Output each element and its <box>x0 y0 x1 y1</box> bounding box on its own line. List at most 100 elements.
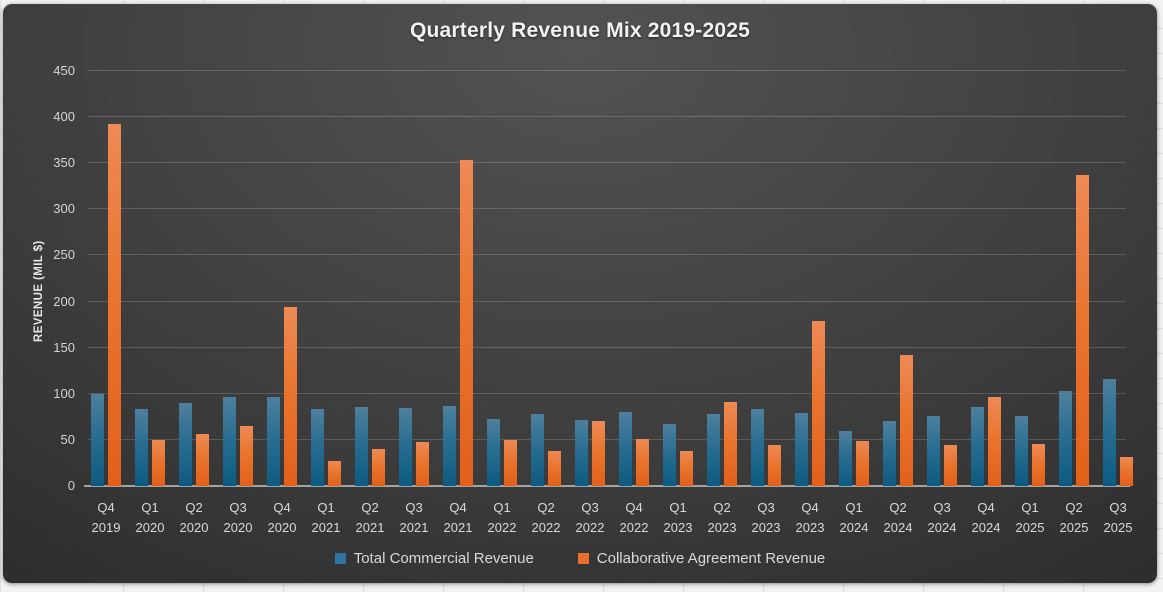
gridline <box>88 300 1126 302</box>
gridline <box>88 392 1126 394</box>
y-tick-label: 250 <box>53 247 75 263</box>
bar-total-commercial[interactable] <box>443 405 456 486</box>
category-group <box>964 71 1008 486</box>
bar-collaborative[interactable] <box>1032 443 1045 486</box>
x-tick-label: Q3 2025 <box>1103 500 1133 535</box>
bar-collaborative[interactable] <box>284 307 297 486</box>
y-tick-label: 50 <box>60 431 75 447</box>
gridline <box>88 438 1126 440</box>
bar-total-commercial[interactable] <box>267 396 280 486</box>
category-group <box>876 71 920 486</box>
bar-collaborative[interactable] <box>460 160 473 486</box>
category-group <box>260 71 304 486</box>
gridline <box>88 116 1126 118</box>
chart-canvas[interactable]: Quarterly Revenue Mix 2019-2025 REVENUE … <box>3 4 1157 583</box>
x-tick-label: Q1 2024 <box>839 500 869 535</box>
bar-collaborative[interactable] <box>988 396 1001 486</box>
category-group <box>1008 71 1052 486</box>
bar-collaborative[interactable] <box>372 449 385 486</box>
bar-collaborative[interactable] <box>944 445 957 486</box>
y-tick-label: 200 <box>53 293 75 309</box>
category-group <box>1052 71 1096 486</box>
x-tick-label: Q1 2022 <box>487 500 517 535</box>
bar-total-commercial[interactable] <box>1015 415 1028 486</box>
bar-total-commercial[interactable] <box>1059 391 1072 486</box>
bar-total-commercial[interactable] <box>619 412 632 486</box>
bar-total-commercial[interactable] <box>1103 379 1116 486</box>
bar-collaborative[interactable] <box>900 355 913 486</box>
bar-collaborative[interactable] <box>108 123 121 486</box>
x-tick-label: Q4 2022 <box>619 500 649 535</box>
bar-total-commercial[interactable] <box>883 420 896 486</box>
category-group <box>920 71 964 486</box>
x-tick-label: Q1 2025 <box>1015 500 1045 535</box>
bar-collaborative[interactable] <box>152 439 165 486</box>
bar-total-commercial[interactable] <box>707 414 720 486</box>
category-group <box>1096 71 1140 486</box>
x-tick-label: Q3 2022 <box>575 500 605 535</box>
x-tick-label: Q2 2021 <box>355 500 385 535</box>
y-tick-label: 350 <box>53 155 75 171</box>
legend-item-collaborative[interactable]: Collaborative Agreement Revenue <box>577 550 825 567</box>
bar-collaborative[interactable] <box>1076 175 1089 486</box>
bar-total-commercial[interactable] <box>311 408 324 486</box>
category-group <box>700 71 744 486</box>
category-group <box>612 71 656 486</box>
category-group <box>788 71 832 486</box>
bar-total-commercial[interactable] <box>91 393 104 486</box>
y-tick-label: 450 <box>53 63 75 78</box>
bar-total-commercial[interactable] <box>575 419 588 486</box>
bar-total-commercial[interactable] <box>355 406 368 486</box>
x-tick-label: Q2 2020 <box>179 500 209 535</box>
bar-collaborative[interactable] <box>724 402 737 486</box>
bar-collaborative[interactable] <box>504 439 517 486</box>
bar-collaborative[interactable] <box>196 434 209 486</box>
bar-collaborative[interactable] <box>680 450 693 486</box>
bar-total-commercial[interactable] <box>663 424 676 486</box>
x-tick-label: Q4 2024 <box>971 500 1001 535</box>
bar-collaborative[interactable] <box>856 440 869 486</box>
bar-collaborative[interactable] <box>548 450 561 486</box>
x-tick-label: Q3 2021 <box>399 500 429 535</box>
bar-collaborative[interactable] <box>592 421 605 486</box>
bar-collaborative[interactable] <box>240 426 253 486</box>
x-tick-label: Q4 2020 <box>267 500 297 535</box>
x-tick-label: Q2 2024 <box>883 500 913 535</box>
gridline <box>88 254 1126 256</box>
chart-title: Quarterly Revenue Mix 2019-2025 <box>409 19 751 42</box>
gridline <box>88 70 1126 71</box>
bar-total-commercial[interactable] <box>531 414 544 486</box>
bar-collaborative[interactable] <box>812 320 825 486</box>
legend-swatch-orange-icon <box>577 553 589 564</box>
bar-total-commercial[interactable] <box>839 430 852 486</box>
legend-swatch-blue-icon <box>334 553 346 564</box>
bar-total-commercial[interactable] <box>927 415 940 486</box>
bar-total-commercial[interactable] <box>179 403 192 486</box>
x-tick-label: Q2 2025 <box>1059 500 1089 535</box>
legend: Total Commercial Revenue Collaborative A… <box>3 550 1157 567</box>
x-tick-label: Q4 2019 <box>91 500 121 535</box>
category-group <box>480 71 524 486</box>
y-tick-label: 100 <box>53 385 75 401</box>
gridline <box>88 162 1126 164</box>
bar-total-commercial[interactable] <box>223 397 236 486</box>
y-tick-label: 400 <box>53 109 75 125</box>
category-group <box>216 71 260 486</box>
category-group <box>568 71 612 486</box>
bar-collaborative[interactable] <box>328 461 341 486</box>
legend-item-total-commercial[interactable]: Total Commercial Revenue <box>334 550 534 567</box>
bar-total-commercial[interactable] <box>971 406 984 486</box>
bar-collaborative[interactable] <box>768 445 781 486</box>
bar-total-commercial[interactable] <box>795 413 808 486</box>
bar-total-commercial[interactable] <box>487 418 500 486</box>
bar-total-commercial[interactable] <box>135 409 148 486</box>
category-group <box>524 71 568 486</box>
bar-collaborative[interactable] <box>636 438 649 486</box>
bar-collaborative[interactable] <box>1120 457 1133 486</box>
y-tick-label: 0 <box>67 478 75 493</box>
x-tick-label: Q1 2023 <box>663 500 693 535</box>
category-group <box>172 71 216 486</box>
bar-total-commercial[interactable] <box>399 407 412 486</box>
bar-total-commercial[interactable] <box>751 408 764 486</box>
bar-collaborative[interactable] <box>416 441 429 486</box>
